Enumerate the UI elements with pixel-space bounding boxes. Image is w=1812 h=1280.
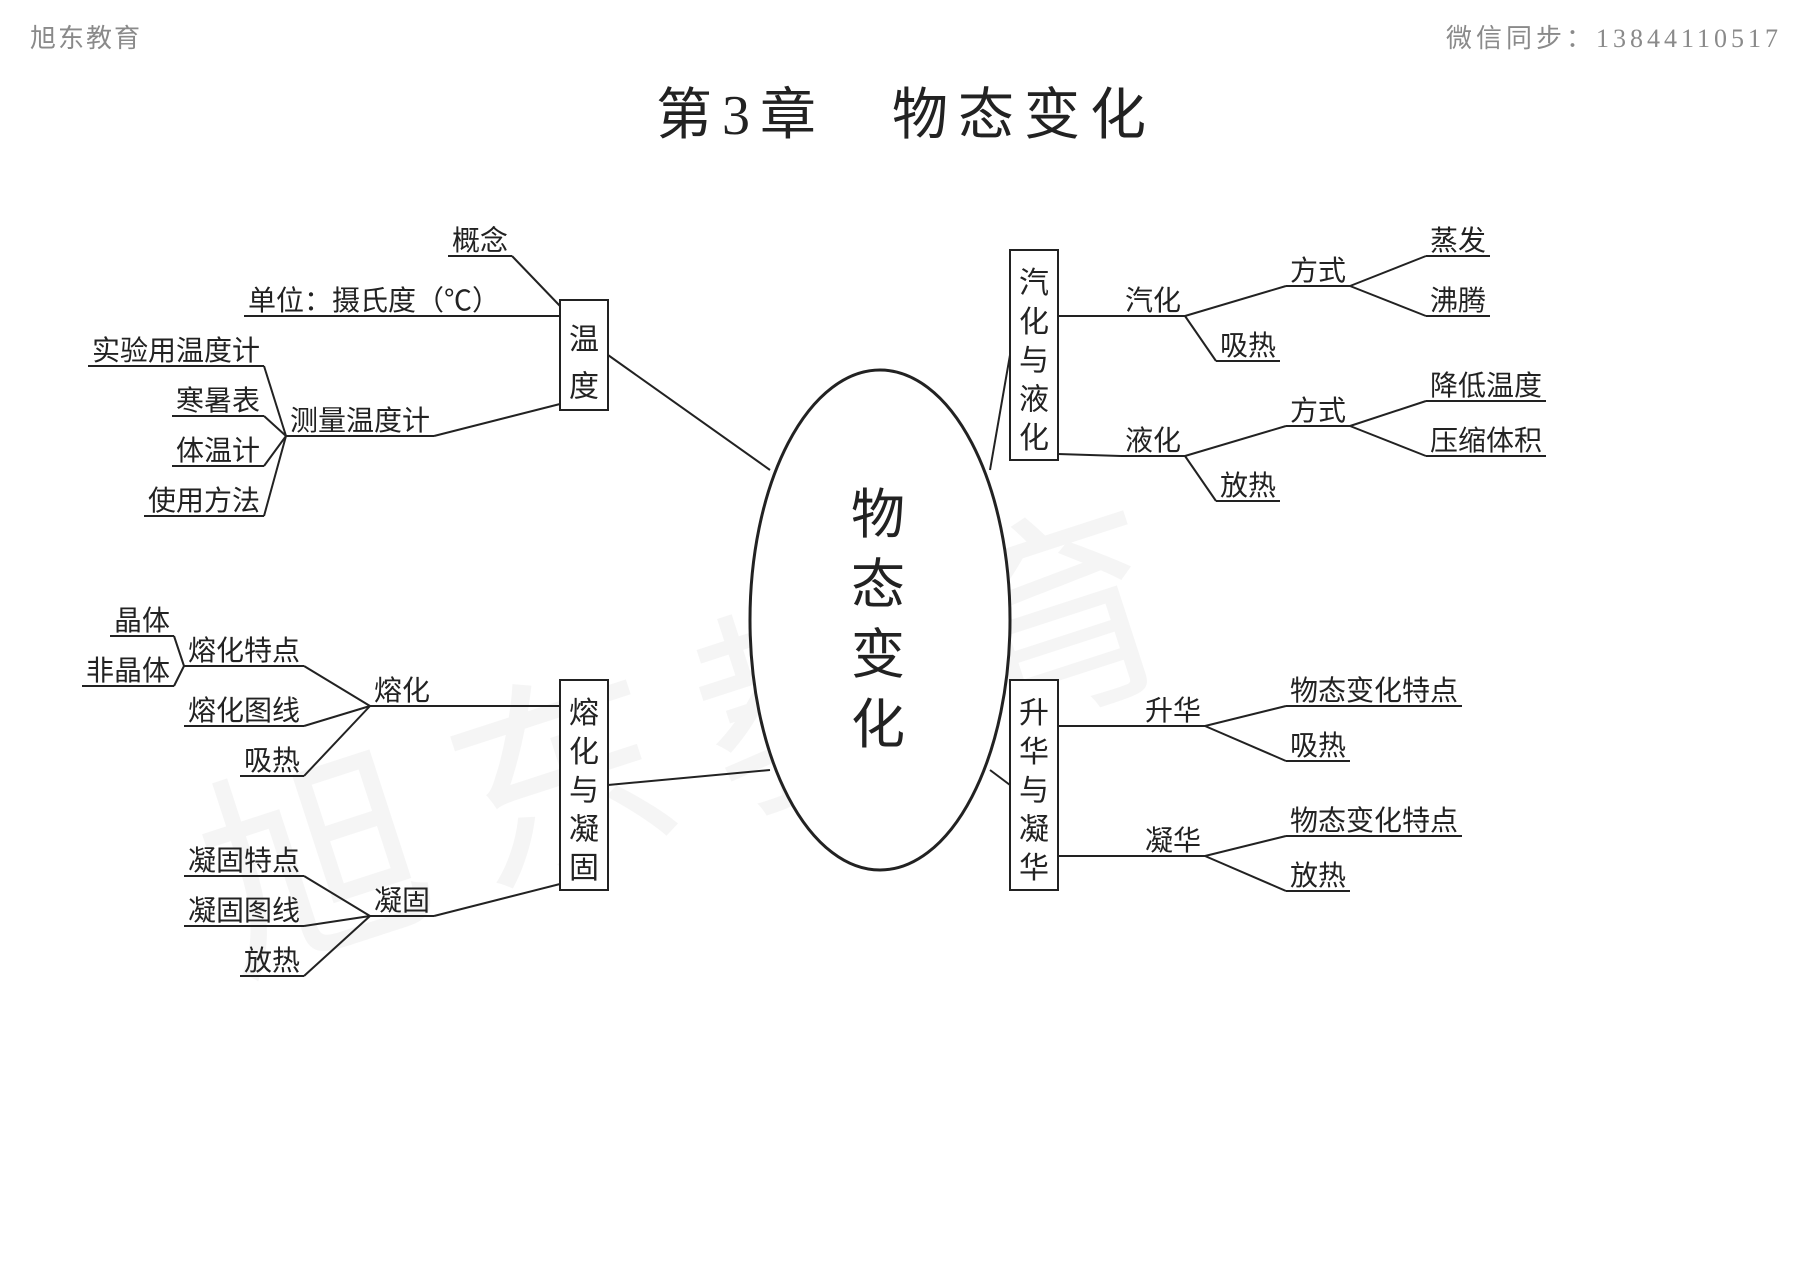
svg-text:化: 化 [569, 736, 599, 769]
svg-text:温: 温 [569, 324, 599, 357]
svg-text:汽: 汽 [1019, 267, 1049, 300]
svg-text:降低温度: 降低温度 [1430, 370, 1542, 402]
svg-text:化: 化 [1019, 422, 1049, 455]
svg-text:升: 升 [1019, 697, 1049, 730]
svg-text:化: 化 [851, 695, 909, 755]
svg-text:方式: 方式 [1290, 255, 1346, 287]
svg-text:晶体: 晶体 [114, 605, 170, 637]
svg-text:与: 与 [1019, 345, 1049, 378]
svg-text:凝固: 凝固 [374, 885, 430, 917]
svg-text:物态变化特点: 物态变化特点 [1290, 805, 1458, 837]
svg-text:体温计: 体温计 [176, 435, 260, 467]
svg-text:寒暑表: 寒暑表 [176, 385, 260, 417]
svg-text:华: 华 [1019, 736, 1049, 769]
svg-text:物态变化特点: 物态变化特点 [1290, 675, 1458, 707]
svg-text:沸腾: 沸腾 [1430, 285, 1486, 317]
svg-text:压缩体积: 压缩体积 [1430, 425, 1542, 457]
svg-text:汽化: 汽化 [1125, 285, 1181, 317]
svg-text:凝华: 凝华 [1145, 825, 1201, 857]
svg-text:概念: 概念 [452, 225, 508, 257]
svg-text:方式: 方式 [1290, 395, 1346, 427]
svg-text:放热: 放热 [1290, 860, 1346, 892]
svg-text:实验用温度计: 实验用温度计 [92, 335, 260, 367]
mindmap-diagram: 物态变化温度概念单位：摄氏度（℃）测量温度计实验用温度计寒暑表体温计使用方法熔化… [0, 0, 1812, 1280]
svg-text:升华: 升华 [1145, 695, 1201, 727]
svg-text:放热: 放热 [1220, 470, 1276, 502]
svg-text:固: 固 [569, 852, 599, 885]
svg-text:使用方法: 使用方法 [148, 485, 260, 517]
svg-text:液化: 液化 [1125, 425, 1181, 457]
svg-text:吸热: 吸热 [244, 745, 300, 777]
svg-text:吸热: 吸热 [1220, 330, 1276, 362]
svg-text:熔化: 熔化 [374, 675, 430, 707]
svg-text:与: 与 [1019, 775, 1049, 808]
svg-text:凝: 凝 [569, 813, 599, 846]
svg-text:物: 物 [851, 485, 909, 545]
svg-text:放热: 放热 [244, 945, 300, 977]
svg-text:测量温度计: 测量温度计 [290, 405, 430, 437]
svg-text:度: 度 [569, 371, 599, 404]
svg-text:单位：摄氏度（℃）: 单位：摄氏度（℃） [248, 285, 500, 317]
svg-text:态: 态 [851, 555, 909, 615]
center-node [750, 370, 1010, 870]
svg-text:液: 液 [1019, 383, 1049, 416]
svg-text:化: 化 [1019, 306, 1049, 339]
svg-text:非晶体: 非晶体 [86, 655, 170, 687]
svg-text:变: 变 [851, 625, 909, 685]
svg-text:凝固特点: 凝固特点 [188, 845, 300, 877]
svg-text:蒸发: 蒸发 [1430, 225, 1486, 257]
svg-text:熔化图线: 熔化图线 [188, 695, 300, 727]
svg-text:吸热: 吸热 [1290, 730, 1346, 762]
svg-text:熔化特点: 熔化特点 [188, 635, 300, 667]
svg-text:与: 与 [569, 775, 599, 808]
svg-text:熔: 熔 [569, 697, 599, 730]
svg-text:凝: 凝 [1019, 813, 1049, 846]
svg-text:凝固图线: 凝固图线 [188, 895, 300, 927]
svg-text:华: 华 [1019, 852, 1049, 885]
